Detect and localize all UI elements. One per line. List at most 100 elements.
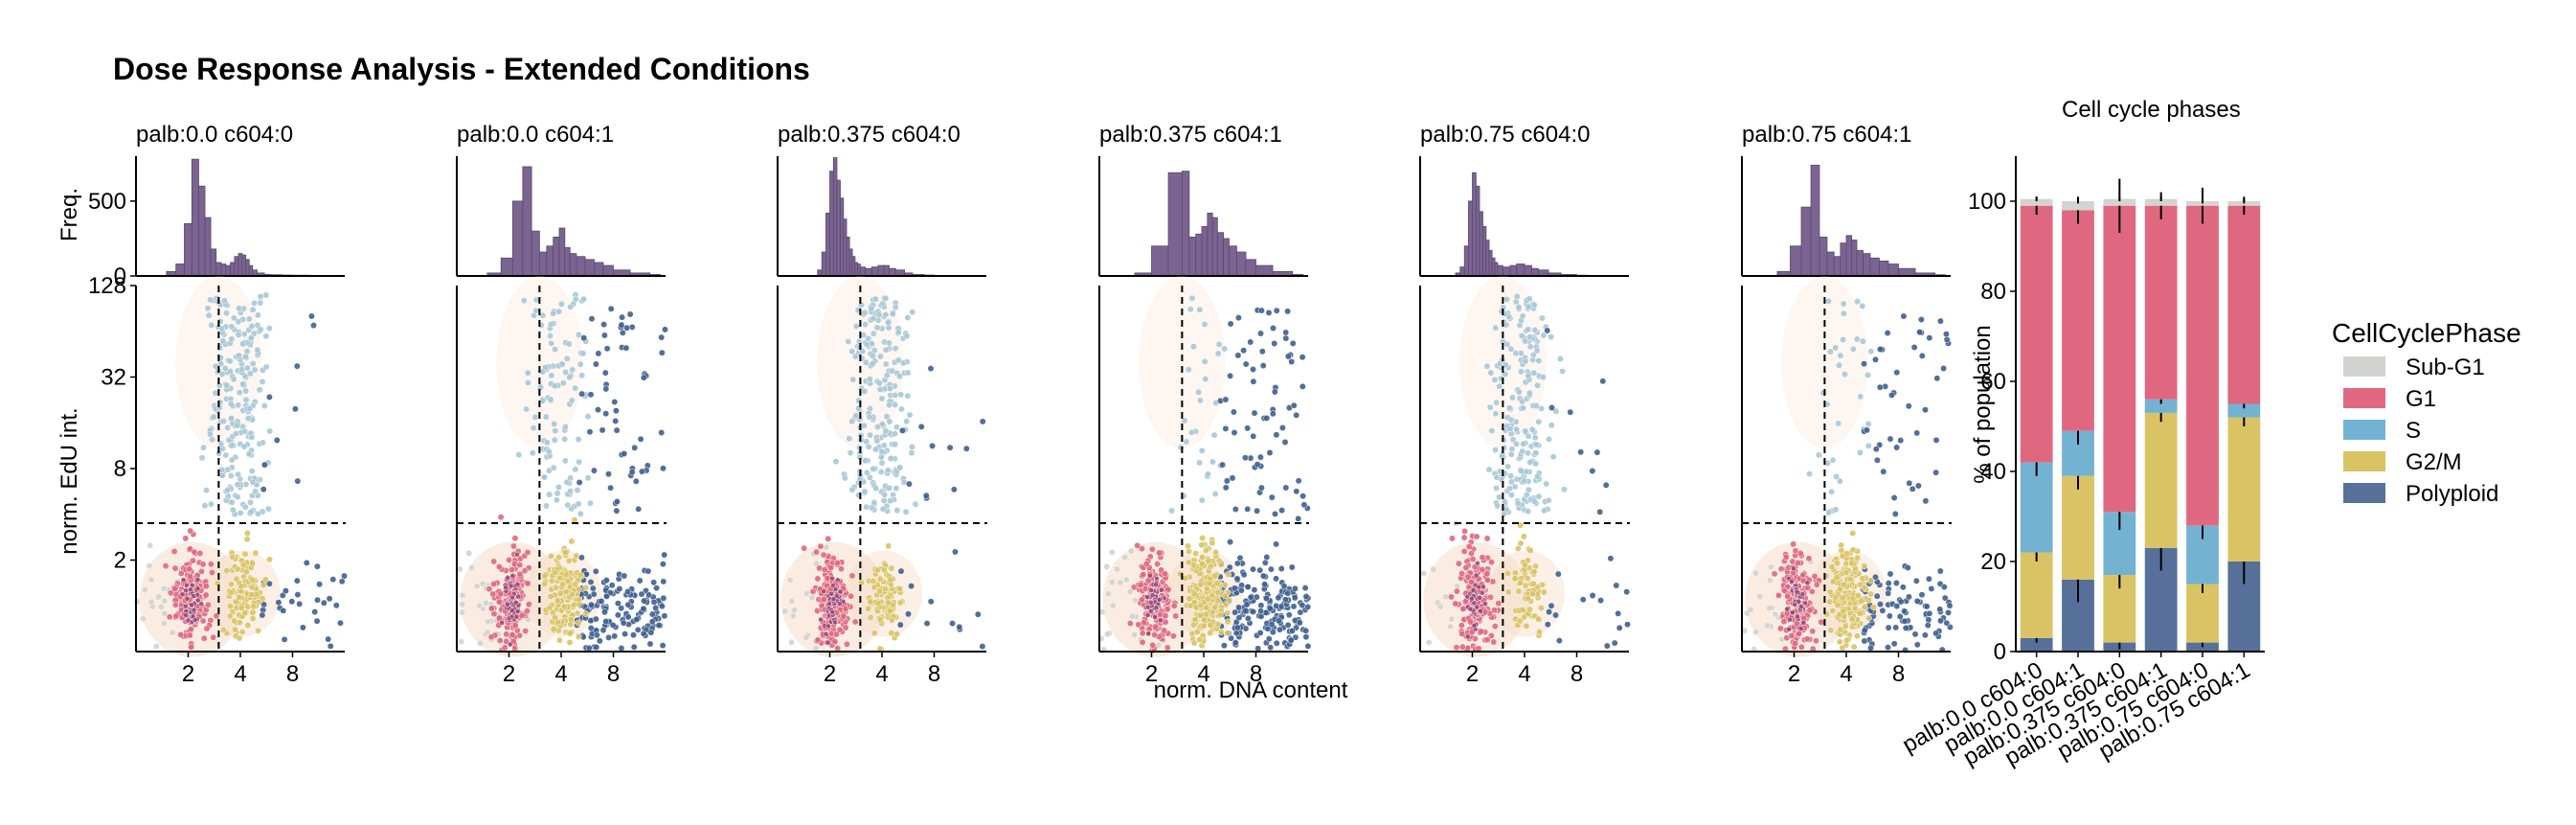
point-s (1504, 463, 1512, 470)
point-sub-g1 (786, 576, 794, 584)
point-g2m (1846, 575, 1854, 583)
point-s (870, 347, 878, 355)
point-g1 (495, 614, 503, 622)
point-polyploid (1905, 402, 1912, 410)
point-g2m (241, 550, 249, 558)
histogram-bar (1863, 253, 1871, 277)
point-polyploid (1244, 584, 1252, 590)
point-polyploid (1910, 344, 1918, 351)
point-polyploid (1273, 575, 1279, 583)
point-polyploid (1290, 401, 1298, 409)
histogram-bar (1502, 266, 1511, 277)
point-polyploid (619, 329, 626, 336)
point-polyploid (1251, 409, 1258, 417)
point-polyploid (326, 595, 333, 603)
histogram-bar (594, 262, 604, 277)
x-tick-label: 8 (607, 661, 620, 687)
point-polyploid (1589, 468, 1596, 474)
point-s (237, 509, 244, 516)
point-s (218, 325, 226, 332)
point-g1 (503, 630, 510, 638)
point-g1 (191, 548, 198, 556)
point-polyploid (1284, 621, 1292, 629)
point-g1 (1151, 631, 1159, 638)
point-g1 (1809, 628, 1817, 635)
histogram-bar (846, 236, 850, 277)
point-s (879, 505, 887, 513)
point-polyploid (1892, 624, 1900, 631)
point-polyploid (1602, 481, 1610, 489)
point-sub-g1 (788, 598, 796, 605)
point-s (1512, 350, 1520, 357)
point-s (880, 497, 888, 505)
point-polyploid (660, 594, 667, 602)
point-s (248, 323, 256, 330)
point-g2m (1186, 595, 1193, 603)
point-polyploid (327, 642, 334, 650)
point-g1 (1172, 612, 1180, 620)
point-polyploid (1244, 505, 1252, 513)
point-polyploid (603, 592, 610, 600)
point-s (1828, 488, 1836, 495)
point-g1 (524, 549, 531, 556)
histogram-bar (832, 157, 838, 277)
point-g1-core (1467, 606, 1474, 612)
point-polyploid (338, 578, 346, 585)
point-polyploid (614, 600, 621, 607)
point-polyploid (956, 623, 963, 630)
histogram-bar (215, 262, 222, 277)
point-polyploid (659, 642, 667, 650)
point-sub-g1 (161, 609, 169, 617)
histogram-bar (1463, 245, 1469, 277)
y-tick-label: 8 (114, 456, 126, 482)
point-polyploid (1603, 642, 1611, 650)
x-tick-label: 2 (1145, 661, 1158, 687)
point-g1 (203, 583, 210, 590)
point-s (1501, 497, 1508, 505)
point-g2m (237, 605, 245, 612)
point-g1 (1154, 561, 1162, 568)
point-g2m (1839, 594, 1846, 602)
point-s (852, 322, 860, 330)
point-g1 (838, 565, 845, 573)
point-polyploid (1896, 613, 1904, 620)
point-sub-g1 (1131, 597, 1139, 605)
point-s (846, 435, 853, 443)
point-g1 (1491, 623, 1499, 630)
point-s (1552, 407, 1560, 415)
point-polyploid (1254, 507, 1261, 515)
point-g1 (207, 561, 215, 568)
point-polyploid (1932, 469, 1940, 476)
point-g2m (1829, 607, 1837, 614)
histogram-bar (1188, 236, 1197, 277)
point-s (908, 449, 915, 457)
point-g1 (848, 572, 856, 580)
point-polyploid (607, 484, 615, 492)
point-g1 (1811, 572, 1819, 580)
bar-segment (2020, 552, 2053, 638)
point-polyploid (1223, 477, 1231, 485)
point-s (1849, 345, 1857, 353)
point-g2m (1199, 554, 1207, 561)
x-tick-label: 2 (1788, 661, 1800, 687)
point-polyploid (1599, 378, 1607, 385)
point-g1 (1126, 620, 1134, 628)
point-polyploid (1891, 510, 1899, 517)
point-polyploid (1265, 635, 1273, 643)
point-s (893, 424, 900, 431)
point-g1 (1491, 607, 1499, 614)
histogram-bar (883, 264, 890, 277)
point-polyploid (1219, 461, 1227, 469)
point-s (230, 314, 237, 322)
point-s (892, 401, 899, 408)
point-g2m (555, 636, 563, 644)
point-polyploid (1913, 641, 1921, 649)
point-g2m (1225, 571, 1232, 579)
point-polyploid (1302, 633, 1310, 641)
histogram-bar (220, 264, 227, 277)
point-polyploid (1281, 596, 1289, 604)
histogram-bar (1195, 233, 1203, 277)
point-g2m (1525, 595, 1532, 603)
point-sub-g1 (468, 564, 476, 572)
